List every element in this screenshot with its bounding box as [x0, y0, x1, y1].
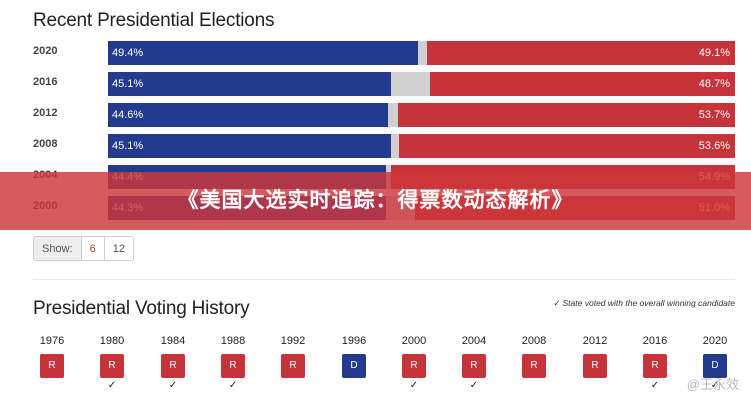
history-year-item: 1992 R: [273, 335, 313, 392]
republican-percent: 48.7%: [698, 78, 730, 90]
democrat-percent: 45.1%: [112, 140, 144, 152]
history-year-item: 2016 R ✓: [635, 335, 675, 392]
no-check-spacer: [514, 380, 554, 392]
party-badge: R: [583, 354, 607, 378]
democrat-percent: 45.1%: [112, 78, 144, 90]
republican-percent: 53.6%: [698, 140, 730, 152]
history-year: 2004: [461, 335, 487, 347]
election-row: 2020 49.4% 49.1%: [33, 41, 735, 65]
party-badge: R: [161, 354, 185, 378]
party-badge: R: [100, 354, 124, 378]
voting-history-title: Presidential Voting History: [33, 298, 250, 319]
democrat-share-bar: [108, 103, 388, 127]
party-badge: R: [221, 354, 245, 378]
party-badge: R: [462, 354, 486, 378]
show-count-control: Show: 6 12: [33, 236, 134, 261]
history-year: 1976: [39, 335, 65, 347]
check-icon: ✓: [168, 380, 178, 391]
history-year-item: 2004 R ✓: [454, 335, 494, 392]
republican-share-bar: [430, 72, 735, 96]
democrat-share-bar: [108, 72, 391, 96]
republican-share-bar: [427, 41, 735, 65]
republican-share-bar: [398, 103, 735, 127]
recent-elections-title: Recent Presidential Elections: [33, 10, 275, 31]
show-option-6[interactable]: 6: [81, 237, 105, 260]
democrat-percent: 49.4%: [112, 47, 144, 59]
election-year: 2008: [33, 138, 58, 150]
section-divider: [33, 279, 735, 280]
history-year: 2016: [642, 335, 668, 347]
history-year-item: 1996 D: [334, 335, 374, 392]
party-badge: R: [281, 354, 305, 378]
watermark: @王永效: [686, 377, 739, 392]
vote-share-bar: 45.1% 53.6%: [108, 134, 735, 158]
party-badge: D: [703, 354, 727, 378]
history-year-item: 1988 R ✓: [213, 335, 253, 392]
democrat-share-bar: [108, 41, 418, 65]
show-label: Show:: [34, 237, 82, 260]
winner-legend-text: State voted with the overall winning can…: [562, 298, 735, 308]
vote-share-bar: 45.1% 48.7%: [108, 72, 735, 96]
show-option-12[interactable]: 12: [104, 237, 133, 260]
no-check-spacer: [273, 380, 313, 392]
winner-legend-note: ✓ State voted with the overall winning ca…: [553, 298, 735, 309]
history-year-item: 2020 D ✓: [695, 335, 735, 392]
no-check-spacer: [32, 380, 72, 392]
party-badge: R: [643, 354, 667, 378]
party-badge: R: [522, 354, 546, 378]
history-year-item: 2000 R ✓: [394, 335, 434, 392]
history-year-item: 2012 R: [575, 335, 615, 392]
vote-share-bar: 49.4% 49.1%: [108, 41, 735, 65]
check-icon: ✓: [710, 380, 720, 391]
history-year-item: 1984 R ✓: [153, 335, 193, 392]
history-year: 1984: [160, 335, 186, 347]
republican-share-bar: [399, 134, 735, 158]
election-row: 2008 45.1% 53.6%: [33, 134, 735, 158]
democrat-percent: 44.6%: [112, 109, 144, 121]
election-year: 2020: [33, 45, 58, 57]
party-badge: R: [402, 354, 426, 378]
check-icon: ✓: [228, 380, 238, 391]
history-year: 2020: [702, 335, 728, 347]
check-icon: ✓: [650, 380, 660, 391]
check-icon: ✓: [107, 380, 117, 391]
history-year: 1996: [341, 335, 367, 347]
overlay-banner: [0, 172, 751, 230]
election-row: 2012 44.6% 53.7%: [33, 103, 735, 127]
democrat-share-bar: [108, 134, 391, 158]
history-year-item: 2008 R: [514, 335, 554, 392]
party-badge: D: [342, 354, 366, 378]
vote-share-bar: 44.6% 53.7%: [108, 103, 735, 127]
election-year: 2016: [33, 76, 58, 88]
check-icon: ✓: [553, 298, 561, 308]
no-check-spacer: [575, 380, 615, 392]
history-year: 2008: [521, 335, 547, 347]
history-year: 2012: [582, 335, 608, 347]
history-year: 1988: [220, 335, 246, 347]
no-check-spacer: [334, 380, 374, 392]
overlay-banner-text: 《美国大选实时追踪：得票数动态解析》: [177, 189, 574, 212]
party-badge: R: [40, 354, 64, 378]
election-row: 2016 45.1% 48.7%: [33, 72, 735, 96]
history-year-item: 1976 R: [32, 335, 72, 392]
history-year: 1992: [280, 335, 306, 347]
history-year: 2000: [401, 335, 427, 347]
history-year-item: 1980 R ✓: [92, 335, 132, 392]
check-icon: ✓: [469, 380, 479, 391]
republican-percent: 49.1%: [698, 47, 730, 59]
check-icon: ✓: [409, 380, 419, 391]
history-year: 1980: [99, 335, 125, 347]
republican-percent: 53.7%: [698, 109, 730, 121]
election-year: 2012: [33, 107, 58, 119]
